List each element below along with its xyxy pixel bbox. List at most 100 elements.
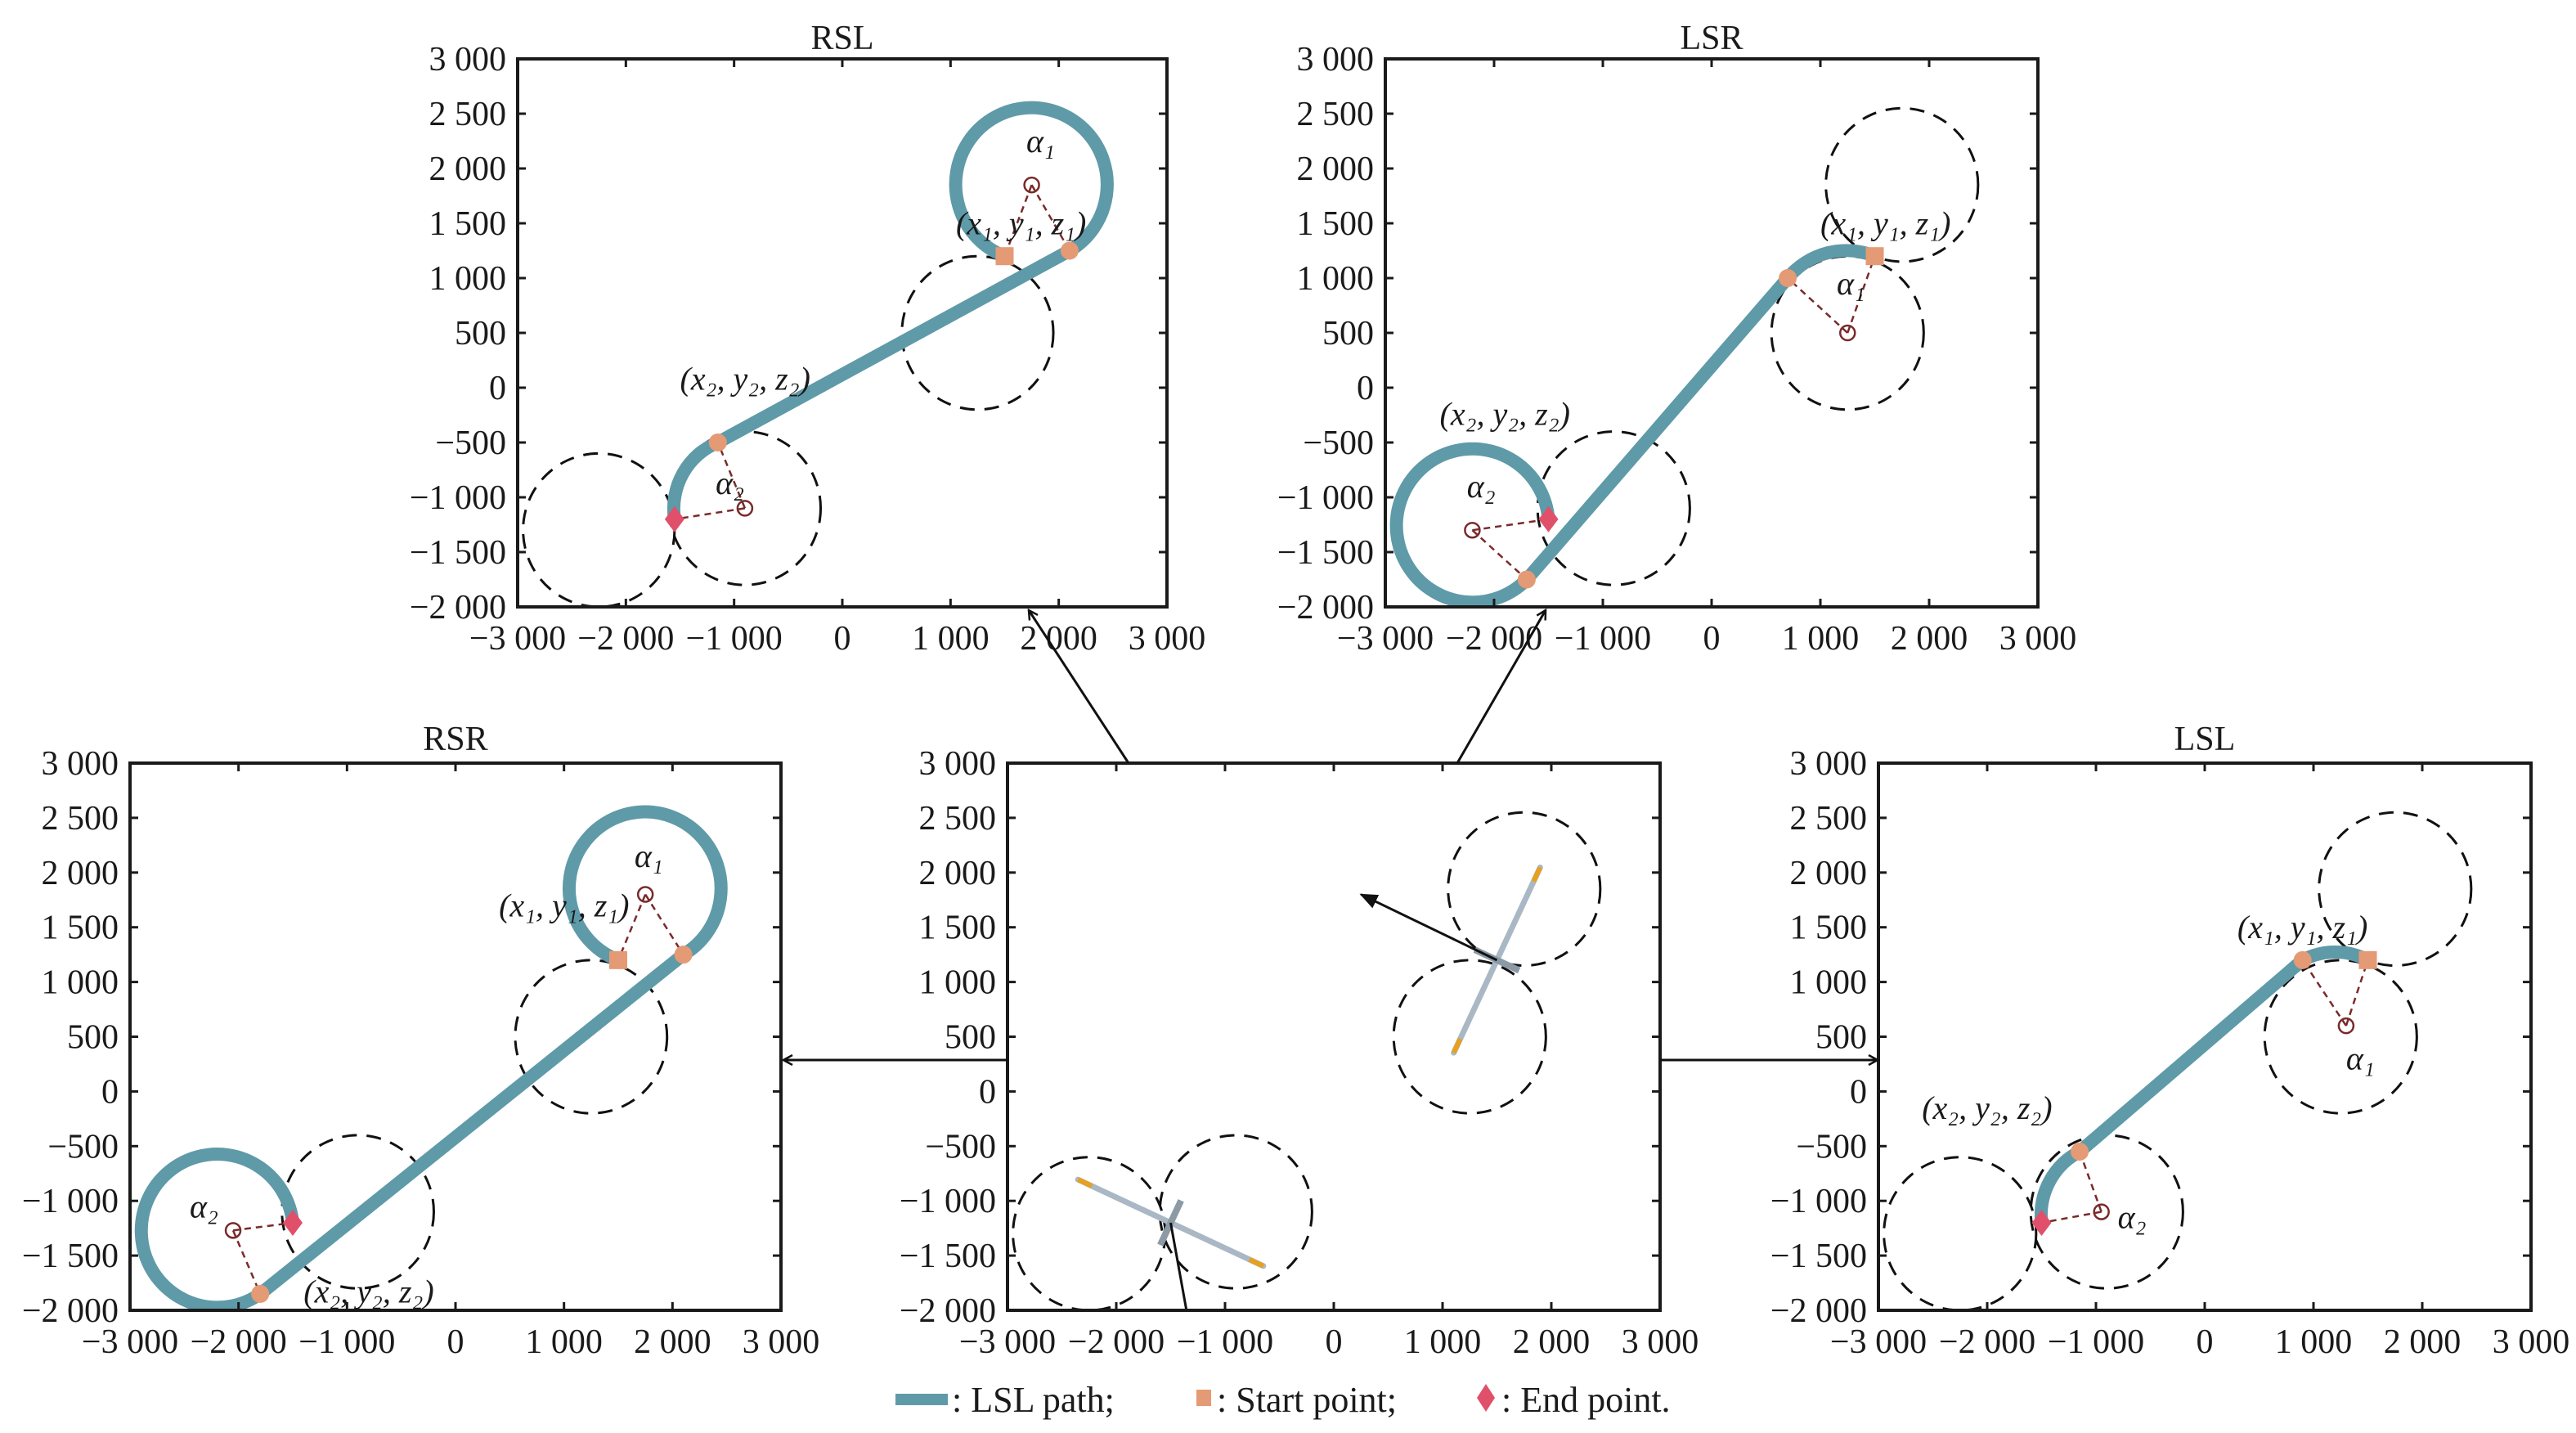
radius-line xyxy=(1030,184,1070,252)
x-tick-label: 2 000 xyxy=(1513,1323,1591,1361)
x-tick-label: −1 000 xyxy=(686,620,783,658)
annotation-label: (x₂, y₂, z₂) xyxy=(680,361,810,398)
x-tick-label: 1 000 xyxy=(2275,1323,2353,1361)
x-tick-label: −1 000 xyxy=(1555,620,1651,658)
annotation-label: (x₂, y₂, z₂) xyxy=(1922,1089,2052,1126)
turn-circle xyxy=(522,451,676,607)
axes-frame xyxy=(1006,761,1662,1312)
y-tick-label: 2 000 xyxy=(1790,855,1868,892)
y-tick-label: 1 000 xyxy=(42,964,119,1002)
turn-center-marker xyxy=(2337,1017,2355,1035)
heading-arrow xyxy=(1169,1222,1188,1310)
annotation-label: α₂ xyxy=(2118,1199,2147,1236)
radius-line xyxy=(716,442,747,509)
y-tick-label: 2 000 xyxy=(429,150,507,188)
end-point xyxy=(664,505,684,532)
x-tick-label: −2 000 xyxy=(577,620,674,658)
y-tick-label: 500 xyxy=(1815,1019,1867,1057)
y-tick-label: 0 xyxy=(489,370,506,407)
x-tick-label: −2 000 xyxy=(1068,1323,1165,1361)
y-tick-label: 2 500 xyxy=(42,800,119,838)
x-tick-label: 0 xyxy=(2197,1323,2214,1361)
y-tick-label: 500 xyxy=(455,315,506,353)
tangent-point xyxy=(674,946,693,964)
turn-circle xyxy=(1770,254,1925,411)
legend-start-swatch xyxy=(1196,1390,1211,1406)
tangent-point xyxy=(1779,269,1797,287)
legend-path-swatch xyxy=(895,1394,948,1405)
plot-area xyxy=(1012,811,1602,1310)
y-tick-label: 0 xyxy=(1357,370,1374,407)
y-tick-label: 1 500 xyxy=(919,910,997,947)
panel-title: LSL xyxy=(2174,721,2236,758)
annotation-label: (x₁, y₁, z₁) xyxy=(499,887,629,923)
start-point xyxy=(2358,950,2377,969)
tangent-point xyxy=(708,433,727,451)
y-tick-label: −500 xyxy=(435,425,506,462)
x-tick-label: −1 000 xyxy=(298,1323,395,1361)
x-tick-label: 0 xyxy=(447,1323,464,1361)
x-tick-label: 2 000 xyxy=(1020,620,1097,658)
x-tick-label: −2 000 xyxy=(1446,620,1542,658)
y-tick-label: 1 000 xyxy=(429,260,507,298)
wing-tip xyxy=(1076,1177,1093,1188)
y-tick-label: −1 000 xyxy=(1277,479,1374,517)
panel-scenario: −3 000 −2 000 −1 000 0 1 000 2 000 3 000−2 000… xyxy=(900,745,1699,1361)
radius-line xyxy=(2301,959,2347,1026)
annotation-label: (x₁, y₁, z₁) xyxy=(2237,909,2367,946)
y-tick-label: −1 500 xyxy=(900,1238,996,1275)
end-point xyxy=(1538,505,1559,532)
radius-line xyxy=(231,1229,262,1295)
y-tick-label: −1 500 xyxy=(410,534,506,572)
turn-circle xyxy=(2029,1134,2184,1290)
x-tick-label: 1 000 xyxy=(1404,1323,1482,1361)
x-tick-label: 3 000 xyxy=(1129,620,1206,658)
x-tick-label: 1 000 xyxy=(525,1323,603,1361)
radius-line xyxy=(2041,1211,2102,1224)
annotation-label: α₂ xyxy=(716,465,744,501)
panel-title: RSR xyxy=(423,721,487,758)
y-tick-label: 1 000 xyxy=(919,964,997,1002)
x-tick-label: −1 000 xyxy=(2048,1323,2144,1361)
start-point xyxy=(995,247,1014,266)
x-tick-label: −3 000 xyxy=(959,1323,1056,1361)
x-tick-label: 1 000 xyxy=(1782,620,1860,658)
y-tick-label: 2 000 xyxy=(1297,150,1375,188)
y-tick-label: 1 500 xyxy=(429,205,507,243)
y-tick-label: −1 000 xyxy=(22,1183,119,1220)
y-tick-label: 1 500 xyxy=(1790,910,1868,947)
y-tick-label: 3 000 xyxy=(429,41,507,79)
y-tick-label: 2 500 xyxy=(1297,96,1375,133)
y-tick-label: −500 xyxy=(1796,1128,1867,1166)
turn-circle xyxy=(667,430,823,586)
annotation-label: α₁ xyxy=(1837,265,1865,302)
turn-center-marker xyxy=(224,1222,242,1239)
turn-circle xyxy=(1392,959,1547,1115)
x-tick-label: −2 000 xyxy=(1939,1323,2035,1361)
start-aircraft-icon xyxy=(1359,865,1543,1056)
tangent-point xyxy=(1060,241,1079,260)
turn-circle xyxy=(1012,1156,1167,1310)
y-tick-label: 1 500 xyxy=(1297,205,1375,243)
y-tick-label: −1 000 xyxy=(900,1183,996,1220)
panel-title: LSR xyxy=(1680,20,1743,57)
turn-center-marker xyxy=(1464,521,1481,539)
y-tick-label: −1 500 xyxy=(1277,534,1374,572)
radius-line xyxy=(1847,255,1876,334)
turn-center-marker xyxy=(636,886,654,903)
y-tick-label: 2 500 xyxy=(429,96,507,133)
turn-center-marker xyxy=(2093,1203,2110,1220)
turn-circle xyxy=(1447,811,1602,968)
y-tick-label: −1 000 xyxy=(1770,1183,1867,1220)
axes-frame xyxy=(516,57,1169,609)
y-tick-label: −500 xyxy=(925,1128,996,1166)
plot-area xyxy=(1389,106,1980,607)
arrow-to-rsl xyxy=(1029,610,1130,764)
connector-arrows xyxy=(783,610,1878,1060)
y-tick-label: 0 xyxy=(1850,1073,1867,1111)
wing-tip xyxy=(1531,866,1543,883)
